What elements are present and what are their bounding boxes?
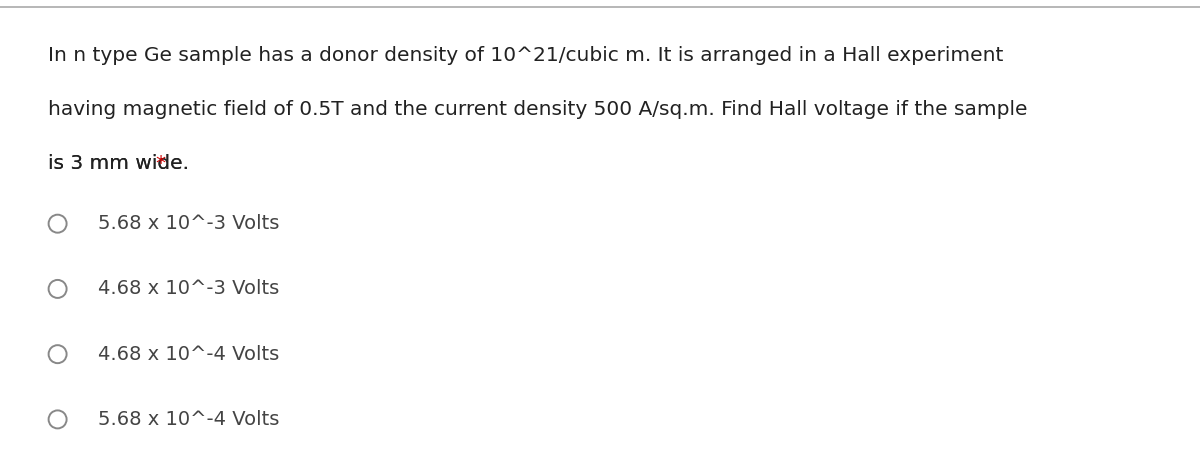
Text: having magnetic field of 0.5T and the current density 500 A/sq.m. Find Hall volt: having magnetic field of 0.5T and the cu… [48,100,1027,119]
Text: 5.68 x 10^-3 Volts: 5.68 x 10^-3 Volts [98,214,280,233]
Text: is 3 mm wide.: is 3 mm wide. [48,154,196,172]
Text: 4.68 x 10^-3 Volts: 4.68 x 10^-3 Volts [98,280,280,298]
Text: *: * [156,154,166,172]
Text: 4.68 x 10^-4 Volts: 4.68 x 10^-4 Volts [98,345,280,363]
Text: In n type Ge sample has a donor density of 10^21/cubic m. It is arranged in a Ha: In n type Ge sample has a donor density … [48,47,1003,65]
Text: is 3 mm wide.: is 3 mm wide. [48,154,196,172]
Text: 5.68 x 10^-4 Volts: 5.68 x 10^-4 Volts [98,410,280,429]
